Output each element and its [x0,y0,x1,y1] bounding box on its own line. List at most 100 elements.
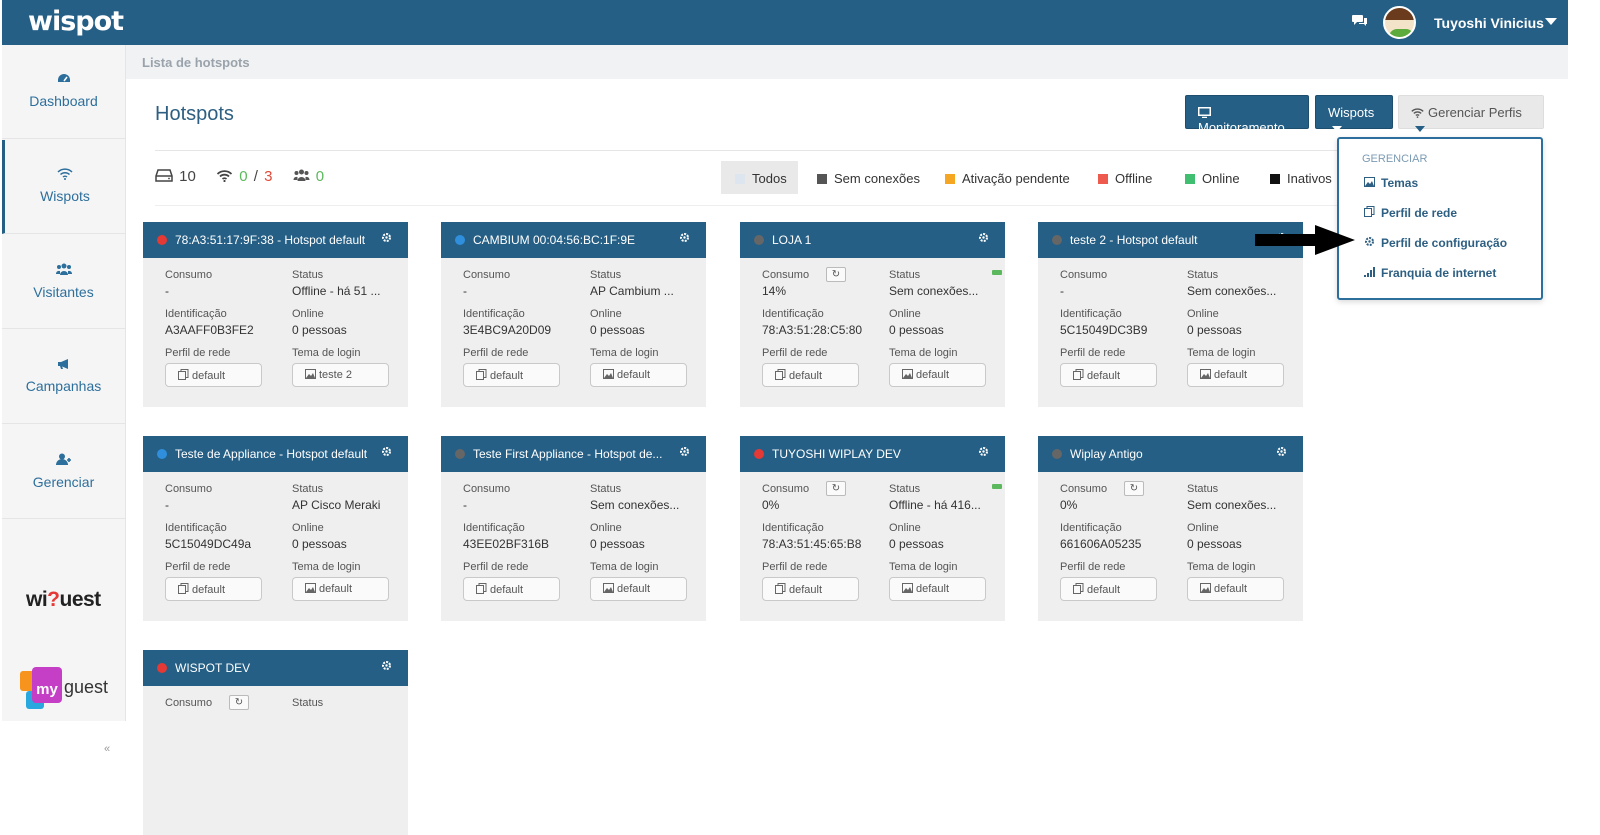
consumo-value: 0% [762,498,780,512]
hotspot-card[interactable]: 78:A3:51:17:9F:38 - Hotspot default Consu… [143,222,408,407]
hotspot-card[interactable]: LOJA 1 Consumo Status ↻ 14% Sem conexões... Id… [740,222,1005,407]
hotspot-card[interactable]: TUYOSHI WIPLAY DEV Consumo Status ↻ 0% Offlin… [740,436,1005,621]
perfil-value: default [1087,370,1121,382]
hotspot-name[interactable]: LOJA 1 [772,233,812,247]
hotspot-name[interactable]: 78:A3:51:17:9F:38 - Hotspot default [175,233,366,247]
hotspot-card[interactable]: Teste First Appliance - Hotspot de... Con… [441,436,706,621]
hotspot-card-header[interactable]: WISPOT DEV [143,650,408,686]
gear-icon[interactable] [1276,446,1287,460]
hotspot-card-header[interactable]: LOJA 1 [740,222,1005,258]
hotspot-name[interactable]: WISPOT DEV [175,661,251,675]
tema-de-login-button[interactable]: default [590,577,687,601]
comments-icon[interactable] [1352,14,1368,31]
menu-item-perfil-de-configuracao[interactable]: Perfil de configuração [1364,236,1507,250]
sidebar-item-wispots[interactable]: Wispots [2,140,125,234]
sidebar-item-label: Visitantes [33,284,94,300]
hotspot-name[interactable]: teste 2 - Hotspot default [1070,233,1198,247]
sidebar-item-visitantes[interactable]: Visitantes [2,235,125,329]
gear-icon[interactable] [679,232,690,246]
collapse-sidebar-icon[interactable]: « [104,743,111,755]
tema-label: Tema de login [590,347,659,359]
offline-count: 3 [264,168,273,185]
filter-todos[interactable]: Todos [721,161,798,194]
status-dot [1052,235,1062,245]
perfil-de-rede-button[interactable]: default [1060,363,1157,387]
tema-de-login-button[interactable]: teste 2 [292,363,389,387]
hotspot-card-header[interactable]: CAMBIUM 00:04:56:BC:1F:9E [441,222,706,258]
hotspot-card[interactable]: Wiplay Antigo Consumo Status ↻ 0% Sem conexõe… [1038,436,1303,621]
perfil-de-rede-button[interactable]: default [463,577,560,601]
hotspot-card-header[interactable]: 78:A3:51:17:9F:38 - Hotspot default [143,222,408,258]
monitoramento-button[interactable]: Monitoramento [1185,95,1309,135]
hotspot-card-header[interactable]: Teste de Appliance - Hotspot default [143,436,408,472]
hotspot-card-header[interactable]: Wiplay Antigo [1038,436,1303,472]
refresh-icon[interactable]: ↻ [1124,481,1144,496]
filter-inativos[interactable]: Inativos [1270,161,1332,194]
tema-de-login-button[interactable]: default [889,577,986,601]
gerenciar-perfis-menu: GERENCIAR Temas Perfil de rede Perfil de… [1337,137,1543,300]
gear-icon[interactable] [381,660,392,674]
tema-label: Tema de login [590,561,659,573]
refresh-icon[interactable]: ↻ [229,695,249,710]
gear-icon[interactable] [381,446,392,460]
hotspot-card-header[interactable]: TUYOSHI WIPLAY DEV [740,436,1005,472]
refresh-icon[interactable]: ↻ [826,481,846,496]
perfil-de-rede-button[interactable]: default [165,363,262,387]
copy-icon [775,583,789,596]
sidebar-item-dashboard[interactable]: Dashboard [2,45,125,139]
image-icon [1364,177,1376,190]
image-icon [1200,369,1214,381]
status-value: Sem conexões... [889,284,979,298]
menu-item-perfil-de-rede[interactable]: Perfil de rede [1364,206,1457,220]
wispots-dropdown-button[interactable]: Wispots [1315,95,1393,132]
hotspot-card-header[interactable]: Teste First Appliance - Hotspot de... [441,436,706,472]
gear-icon[interactable] [679,446,690,460]
hotspot-name[interactable]: TUYOSHI WIPLAY DEV [772,447,901,461]
perfil-de-rede-button[interactable]: default [165,577,262,601]
sidebar-item-campanhas[interactable]: Campanhas [2,330,125,424]
online-label: Online [590,522,622,534]
breadcrumb-item[interactable]: Lista de hotspots [142,55,250,70]
tag-icon [992,270,1002,275]
refresh-icon[interactable]: ↻ [826,267,846,282]
filter-online[interactable]: Online [1185,161,1240,194]
tema-de-login-button[interactable]: default [590,363,687,387]
perfil-de-rede-button[interactable]: default [762,363,859,387]
filter-ativacao-pendente[interactable]: Ativação pendente [945,161,1070,194]
hotspot-name[interactable]: CAMBIUM 00:04:56:BC:1F:9E [473,233,636,247]
gerenciar-perfis-button[interactable]: Gerenciar Perfis [1398,95,1544,132]
sidebar-item-gerenciar[interactable]: Gerenciar [2,425,125,519]
gear-icon[interactable] [381,232,392,246]
avatar[interactable] [1383,6,1416,39]
hotspot-name[interactable]: Teste de Appliance - Hotspot default [175,447,368,461]
gear-icon[interactable] [978,232,989,246]
wiquest-logo[interactable]: wi?uest [26,588,101,612]
filter-offline[interactable]: Offline [1098,161,1152,194]
chevron-down-icon[interactable] [1545,18,1557,25]
perfil-de-rede-button[interactable]: default [1060,577,1157,601]
perfil-de-rede-button[interactable]: default [762,577,859,601]
hotspot-name[interactable]: Wiplay Antigo [1070,447,1143,461]
filter-label: Offline [1115,171,1153,186]
sidebar-item-label: Dashboard [29,93,98,109]
status-value: AP Cisco Meraki [292,498,381,512]
tema-de-login-button[interactable]: default [1187,363,1284,387]
caret-down-icon [1332,125,1342,132]
hotspot-card[interactable]: Teste de Appliance - Hotspot default Cons… [143,436,408,621]
hotspot-card[interactable]: CAMBIUM 00:04:56:BC:1F:9E Consumo Status - A… [441,222,706,407]
perfil-de-rede-button[interactable]: default [463,363,560,387]
myguest-logo[interactable]: my guest [20,663,112,711]
gear-icon[interactable] [978,446,989,460]
hotspot-name[interactable]: Teste First Appliance - Hotspot de... [473,447,663,461]
online-value: 0 pessoas [590,323,645,337]
user-name[interactable]: Tuyoshi Vinicius [1434,15,1544,31]
tema-de-login-button[interactable]: default [292,577,389,601]
tema-de-login-button[interactable]: default [889,363,986,387]
wispot-logo[interactable]: wispot [28,6,124,37]
menu-item-temas[interactable]: Temas [1364,176,1418,190]
menu-item-franquia-de-internet[interactable]: Franquia de internet [1364,266,1496,280]
tema-de-login-button[interactable]: default [1187,577,1284,601]
filter-sem-conexoes[interactable]: Sem conexões [817,161,920,194]
hotspot-card[interactable]: WISPOT DEV Consumo Status ↻ [143,650,408,835]
status-dot [754,449,764,459]
